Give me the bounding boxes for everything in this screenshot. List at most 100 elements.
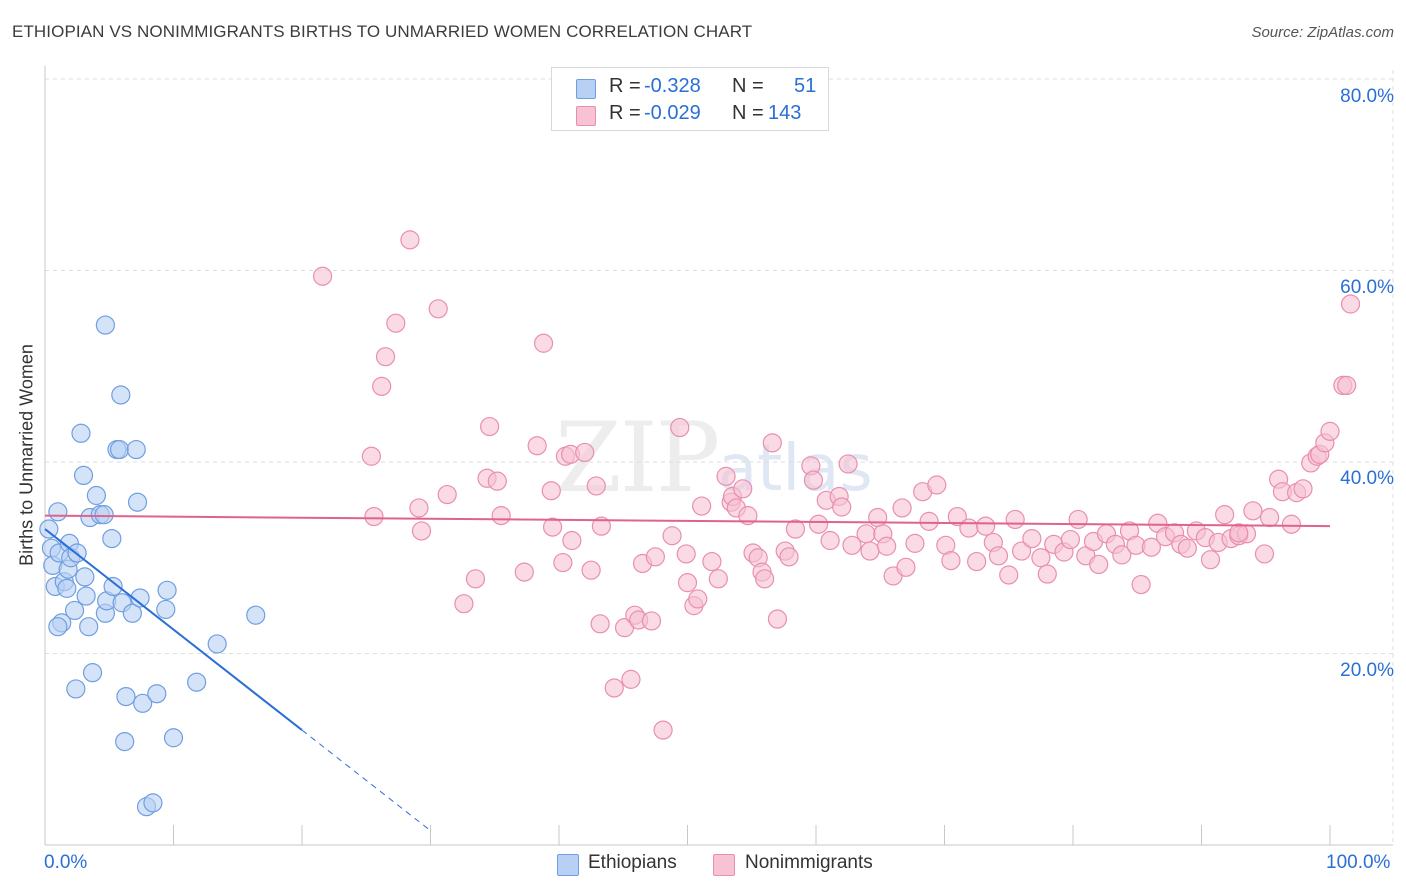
ethiopians-point-32 xyxy=(111,385,131,405)
nonimmigrants-point-53 xyxy=(733,479,753,499)
y-axis-label: Births to Unmarried Women xyxy=(16,344,37,566)
nonimmigrants-point-141 xyxy=(1340,294,1361,314)
nonimmigrants-point-43 xyxy=(677,573,698,593)
nonimmigrants-point-94 xyxy=(1005,509,1025,530)
ethiopians-point-15 xyxy=(71,423,91,443)
ethiopians-point-50 xyxy=(48,617,68,637)
nonimmigrants-point-4 xyxy=(375,347,396,367)
ethiopians-point-22 xyxy=(86,485,107,506)
nonimmigrants-point-131 xyxy=(1281,514,1302,534)
nonimmigrants-point-128 xyxy=(1260,507,1280,528)
nonimmigrants-point-101 xyxy=(1060,529,1081,550)
nonimmigrants-point-46 xyxy=(692,496,712,516)
nonimmigrants-point-133 xyxy=(1293,479,1313,499)
ethiopians-point-21 xyxy=(82,663,103,683)
legend-swatch-pink xyxy=(576,106,596,126)
nonimmigrants-point-111 xyxy=(1131,574,1151,595)
nonimmigrants-points xyxy=(312,230,1361,740)
nonimmigrants-point-89 xyxy=(967,551,987,572)
nonimmigrants-point-93 xyxy=(999,565,1019,585)
source-label: Source: ZipAtlas.com xyxy=(1251,24,1394,41)
ethiopians-point-34 xyxy=(115,731,135,752)
nonimmigrants-point-19 xyxy=(533,333,554,353)
nonimmigrants-point-71 xyxy=(838,454,858,474)
nonimmigrants-point-39 xyxy=(653,720,673,740)
nonimmigrants-point-120 xyxy=(1200,550,1221,570)
ethiopians-point-28 xyxy=(102,528,122,549)
nonimmigrants-point-117 xyxy=(1177,538,1197,558)
trend-lines xyxy=(44,514,1331,832)
ethiopians-point-8 xyxy=(57,578,77,598)
nonimmigrants-point-68 xyxy=(820,530,840,551)
ethiopians-point-47 xyxy=(187,672,207,692)
nonimmigrants-point-29 xyxy=(590,614,610,634)
nonimmigrants-point-83 xyxy=(919,511,939,531)
nonimmigrants-point-6 xyxy=(400,230,420,250)
nonimmigrants-point-15 xyxy=(487,471,507,491)
nonimmigrants-point-81 xyxy=(905,533,925,553)
nonimmigrants-trend-line xyxy=(44,514,1331,528)
nonimmigrants-point-33 xyxy=(621,669,641,689)
legend-n-label: N = xyxy=(732,102,764,124)
legend-r-value: -0.328 xyxy=(644,75,701,97)
nonimmigrants-point-37 xyxy=(641,611,662,631)
nonimmigrants-point-98 xyxy=(1037,564,1057,584)
ethiopians-point-29 xyxy=(103,576,123,597)
nonimmigrants-point-48 xyxy=(708,569,728,589)
y-tick-80: 80.0% xyxy=(1340,86,1394,107)
ethiopians-point-19 xyxy=(79,617,99,637)
ethiopians-point-44 xyxy=(156,599,176,620)
nonimmigrants-point-41 xyxy=(670,417,690,438)
legend-swatch-blue xyxy=(576,79,596,99)
ethiopians-point-31 xyxy=(109,439,130,460)
nonimmigrants-point-75 xyxy=(868,507,888,528)
bottom-legend-swatch-blue xyxy=(557,854,579,876)
nonimmigrants-point-86 xyxy=(941,551,961,571)
legend-n-value: 143 xyxy=(768,102,802,124)
nonimmigrants-point-21 xyxy=(542,517,563,537)
nonimmigrants-point-31 xyxy=(604,678,624,698)
legend-row-nonimmigrants: R = -0.029 N = 143 xyxy=(552,102,828,128)
axis-layer xyxy=(44,66,1393,846)
ethiopians-point-12 xyxy=(64,600,85,621)
nonimmigrants-point-54 xyxy=(738,506,758,526)
nonimmigrants-point-66 xyxy=(808,514,829,534)
nonimmigrants-point-70 xyxy=(832,497,852,517)
nonimmigrants-point-40 xyxy=(662,526,682,546)
ethiopians-point-42 xyxy=(143,793,163,813)
ethiopians-point-17 xyxy=(75,567,95,587)
nonimmigrants-point-65 xyxy=(803,470,824,490)
nonimmigrants-point-138 xyxy=(1320,421,1340,441)
legend-r-value: -0.029 xyxy=(644,102,701,124)
nonimmigrants-point-11 xyxy=(454,594,474,614)
nonimmigrants-point-95 xyxy=(1011,541,1032,561)
ethiopians-point-37 xyxy=(126,439,146,460)
nonimmigrants-point-58 xyxy=(754,569,775,589)
ethiopians-point-36 xyxy=(122,603,142,623)
ethiopians-point-48 xyxy=(207,634,227,654)
nonimmigrants-point-22 xyxy=(553,552,573,573)
ethiopians-point-13 xyxy=(66,679,86,699)
ethiopians-point-49 xyxy=(246,605,266,625)
nonimmigrants-point-74 xyxy=(860,541,880,561)
nonimmigrants-point-88 xyxy=(959,518,979,538)
ethiopians-point-35 xyxy=(116,686,136,707)
nonimmigrants-point-17 xyxy=(514,562,534,582)
nonimmigrants-point-96 xyxy=(1022,528,1042,549)
nonimmigrants-point-26 xyxy=(575,442,595,463)
ethiopians-point-40 xyxy=(133,693,153,713)
y-tick-60: 60.0% xyxy=(1340,277,1394,298)
nonimmigrants-point-112 xyxy=(1141,537,1161,557)
chart-title: ETHIOPIAN VS NONIMMIGRANTS BIRTHS TO UNM… xyxy=(12,22,753,41)
ethiopians-points xyxy=(39,315,266,817)
nonimmigrants-point-63 xyxy=(785,519,806,539)
bottom-legend-ethiopians: Ethiopians xyxy=(588,852,677,873)
nonimmigrants-point-108 xyxy=(1112,545,1132,565)
nonimmigrants-point-16 xyxy=(491,506,511,526)
nonimmigrants-point-127 xyxy=(1254,544,1275,564)
nonimmigrants-point-73 xyxy=(856,524,876,544)
nonimmigrants-point-105 xyxy=(1089,554,1109,575)
nonimmigrants-point-0 xyxy=(312,266,333,286)
nonimmigrants-point-9 xyxy=(428,299,448,319)
ethiopians-point-43 xyxy=(147,684,167,704)
